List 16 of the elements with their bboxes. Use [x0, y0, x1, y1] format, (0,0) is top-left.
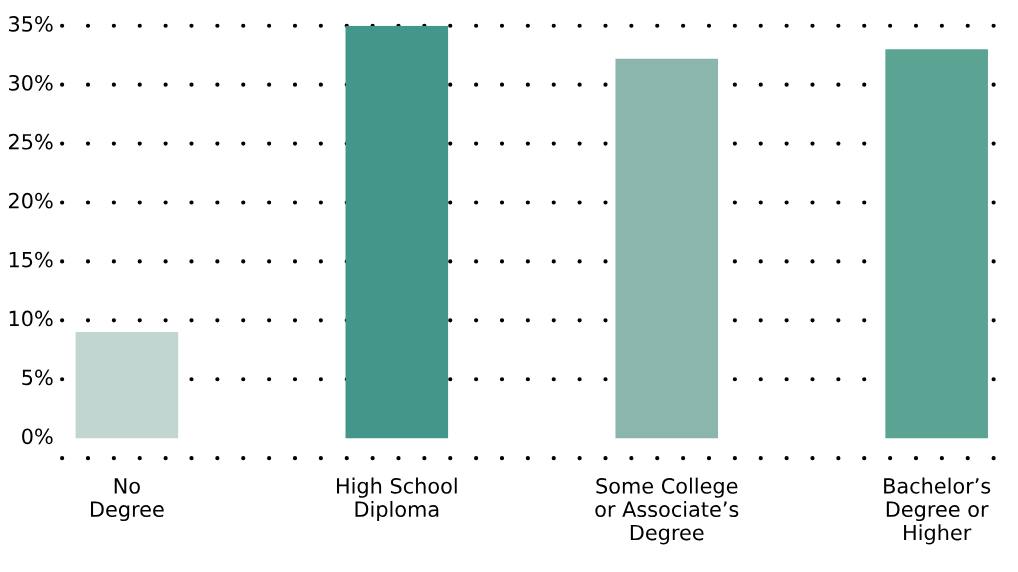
- x-tick-label: Some College or Associate’s Degree: [595, 477, 739, 545]
- y-tick-label: 0%: [22, 428, 53, 445]
- y-tick-label: 35%: [9, 16, 53, 32]
- y-tick-label: 20%: [8, 192, 53, 209]
- y-tick-label: 10%: [9, 310, 53, 327]
- x-tick-label: High School Diploma: [337, 477, 457, 522]
- bar: [885, 49, 988, 439]
- y-tick-label: 25%: [8, 133, 53, 150]
- x-tick-label: No Degree: [91, 478, 164, 522]
- bar: [345, 25, 449, 439]
- bar: [75, 332, 179, 439]
- y-tick-label: 15%: [9, 251, 53, 268]
- bar: [615, 58, 719, 439]
- x-tick-label: Bachelor’s Degree or Higher: [884, 477, 991, 545]
- y-tick-label: 5%: [22, 369, 53, 386]
- y-tick-label: 30%: [9, 74, 53, 91]
